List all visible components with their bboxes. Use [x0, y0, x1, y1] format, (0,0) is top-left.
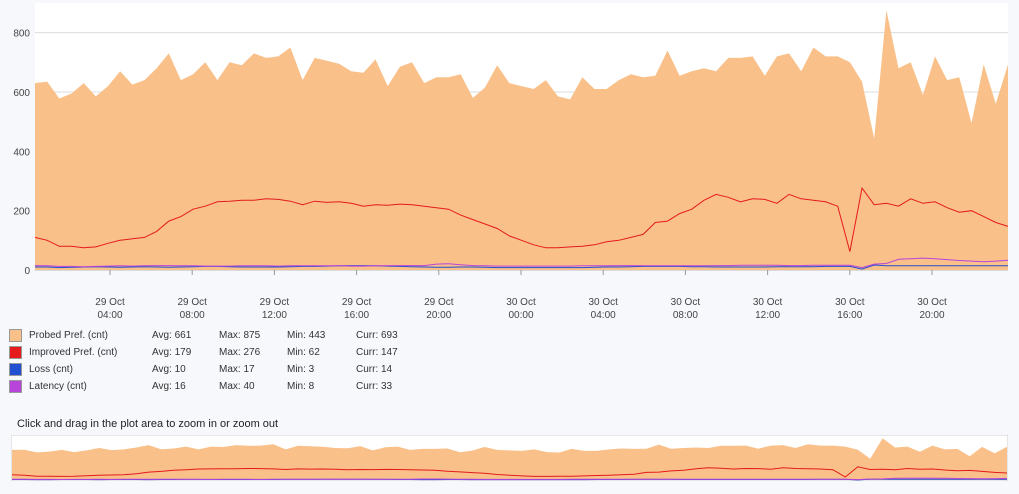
legend-name: Probed Pref. (cnt) — [29, 330, 108, 341]
series-improved-pref-cnt-line — [11, 466, 1008, 478]
x-tick-time: 16:00 — [344, 310, 369, 321]
legend-avg: Avg: 179 — [152, 347, 192, 358]
y-tick-label: 400 — [13, 147, 30, 158]
x-tick-date: 30 Oct — [506, 297, 536, 308]
series-loss-cnt-line — [35, 264, 1008, 270]
y-tick-label: 0 — [24, 266, 30, 277]
x-tick-date: 30 Oct — [917, 297, 947, 308]
x-tick-time: 04:00 — [591, 310, 616, 321]
x-tick-date: 30 Oct — [835, 297, 865, 308]
legend-min: Min: 62 — [287, 347, 320, 358]
x-tick-date: 30 Oct — [671, 297, 701, 308]
x-tick-date: 30 Oct — [753, 297, 783, 308]
legend-name: Improved Pref. (cnt) — [29, 347, 118, 358]
series-latency-cnt-line — [12, 477, 1008, 481]
x-tick-date: 29 Oct — [177, 297, 207, 308]
series-improved-pref-cnt-line — [34, 186, 1009, 252]
x-tick-time: 04:00 — [97, 310, 122, 321]
series-latency-cnt-line — [34, 257, 1009, 269]
x-tick-date: 29 Oct — [95, 297, 125, 308]
x-tick-date: 30 Oct — [588, 297, 618, 308]
legend-swatch — [9, 380, 22, 393]
x-tick-date: 29 Oct — [424, 297, 454, 308]
legend-swatch — [9, 329, 22, 342]
x-axis: 29 Oct 04:00 29 Oct 08:00 29 Oct 12:00 29 Oct 1… — [95, 270, 947, 321]
legend-curr: Curr: 14 — [356, 364, 393, 375]
y-axis: 0 200 400 600 800 — [13, 29, 30, 277]
overview-navigator[interactable] — [11, 435, 1008, 481]
legend-avg: Avg: 16 — [152, 381, 186, 392]
legend-name: Loss (cnt) — [29, 364, 73, 375]
navigator-series — [11, 438, 1008, 481]
zoom-hint: Click and drag in the plot area to zoom … — [17, 418, 279, 430]
x-tick-time: 20:00 — [919, 310, 944, 321]
legend-min: Min: 443 — [287, 330, 326, 341]
y-tick-label: 800 — [13, 29, 30, 40]
x-tick-time: 12:00 — [755, 310, 780, 321]
legend-max: Max: 276 — [219, 347, 261, 358]
legend-swatch — [9, 346, 22, 359]
x-tick-time: 00:00 — [508, 310, 533, 321]
x-tick-time: 12:00 — [262, 310, 287, 321]
series-probed-pref-cnt-area — [12, 438, 1007, 480]
y-tick-label: 200 — [13, 207, 30, 218]
x-tick-time: 08:00 — [180, 310, 205, 321]
legend-swatch — [9, 363, 22, 376]
legend-max: Max: 17 — [219, 364, 255, 375]
x-tick-date: 29 Oct — [342, 297, 372, 308]
legend-curr: Curr: 33 — [356, 381, 393, 392]
x-tick-time: 08:00 — [673, 310, 698, 321]
legend-avg: Avg: 10 — [152, 364, 186, 375]
legend-curr: Curr: 147 — [356, 347, 398, 358]
legend-min: Min: 3 — [287, 364, 315, 375]
legend-avg: Avg: 661 — [152, 330, 192, 341]
legend-min: Min: 8 — [287, 381, 315, 392]
legend-max: Max: 875 — [219, 330, 261, 341]
series-layer — [34, 10, 1009, 271]
x-tick-time: 16:00 — [837, 310, 862, 321]
legend-max: Max: 40 — [219, 381, 255, 392]
series-probed-pref-cnt-area — [35, 10, 1008, 271]
legend-name: Latency (cnt) — [29, 381, 87, 392]
y-tick-label: 600 — [13, 88, 30, 99]
legend-curr: Curr: 693 — [356, 330, 398, 341]
x-tick-time: 20:00 — [426, 310, 451, 321]
x-tick-date: 29 Oct — [260, 297, 290, 308]
